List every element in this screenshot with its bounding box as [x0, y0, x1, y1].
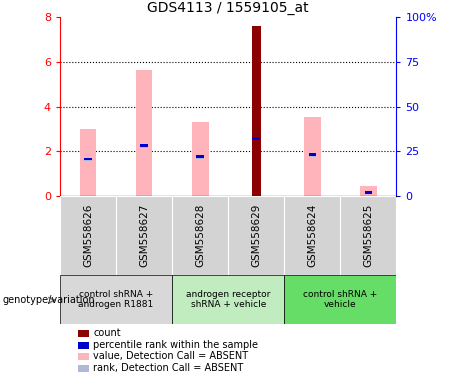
Text: GSM558627: GSM558627: [139, 204, 149, 267]
Text: percentile rank within the sample: percentile rank within the sample: [93, 340, 258, 350]
Bar: [80, 129, 96, 196]
Bar: [172, 275, 284, 324]
Bar: [228, 196, 284, 275]
Text: genotype/variation: genotype/variation: [2, 295, 95, 305]
Bar: [140, 146, 148, 148]
Text: GSM558629: GSM558629: [251, 204, 261, 267]
Bar: [340, 196, 396, 275]
Bar: [308, 154, 316, 157]
Text: control shRNA +
vehicle: control shRNA + vehicle: [303, 290, 378, 309]
Bar: [284, 196, 340, 275]
Text: control shRNA +
androgen R1881: control shRNA + androgen R1881: [78, 290, 154, 309]
Bar: [84, 159, 92, 161]
Bar: [140, 144, 148, 147]
Text: GSM558624: GSM558624: [307, 204, 317, 267]
Text: GSM558626: GSM558626: [83, 204, 93, 267]
Text: rank, Detection Call = ABSENT: rank, Detection Call = ABSENT: [93, 363, 243, 373]
Title: GDS4113 / 1559105_at: GDS4113 / 1559105_at: [148, 1, 309, 15]
Bar: [136, 70, 153, 196]
Bar: [116, 196, 172, 275]
Bar: [308, 153, 316, 156]
Bar: [284, 275, 396, 324]
Text: GSM558628: GSM558628: [195, 204, 205, 267]
Bar: [60, 196, 116, 275]
Text: count: count: [93, 328, 121, 338]
Text: androgen receptor
shRNA + vehicle: androgen receptor shRNA + vehicle: [186, 290, 271, 309]
Bar: [360, 186, 377, 196]
Bar: [365, 191, 372, 194]
Bar: [365, 192, 372, 194]
Text: GSM558625: GSM558625: [363, 204, 373, 267]
Bar: [196, 156, 204, 158]
Bar: [84, 157, 92, 161]
Text: value, Detection Call = ABSENT: value, Detection Call = ABSENT: [93, 351, 248, 361]
Bar: [252, 26, 261, 196]
Bar: [196, 157, 204, 159]
Bar: [192, 122, 208, 196]
Bar: [304, 117, 321, 196]
Bar: [253, 137, 260, 141]
Bar: [60, 275, 172, 324]
Bar: [172, 196, 228, 275]
